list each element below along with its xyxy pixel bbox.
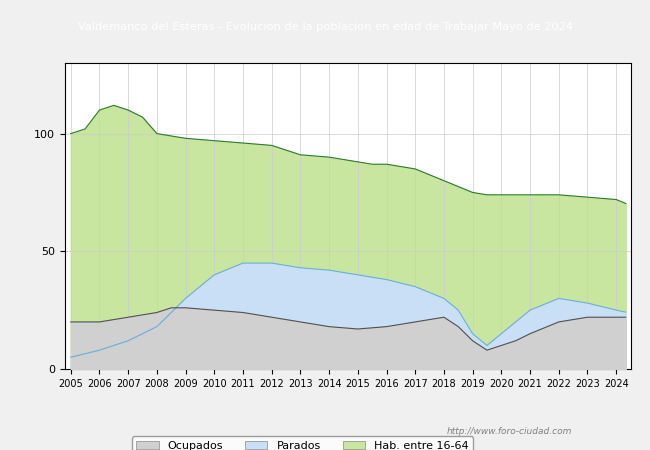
Legend: Ocupados, Parados, Hab. entre 16-64: Ocupados, Parados, Hab. entre 16-64 xyxy=(132,436,473,450)
Text: http://www.foro-ciudad.com: http://www.foro-ciudad.com xyxy=(447,428,572,436)
Text: Valdemanco del Esteras - Evolucion de la poblacion en edad de Trabajar Mayo de 2: Valdemanco del Esteras - Evolucion de la… xyxy=(77,22,573,32)
